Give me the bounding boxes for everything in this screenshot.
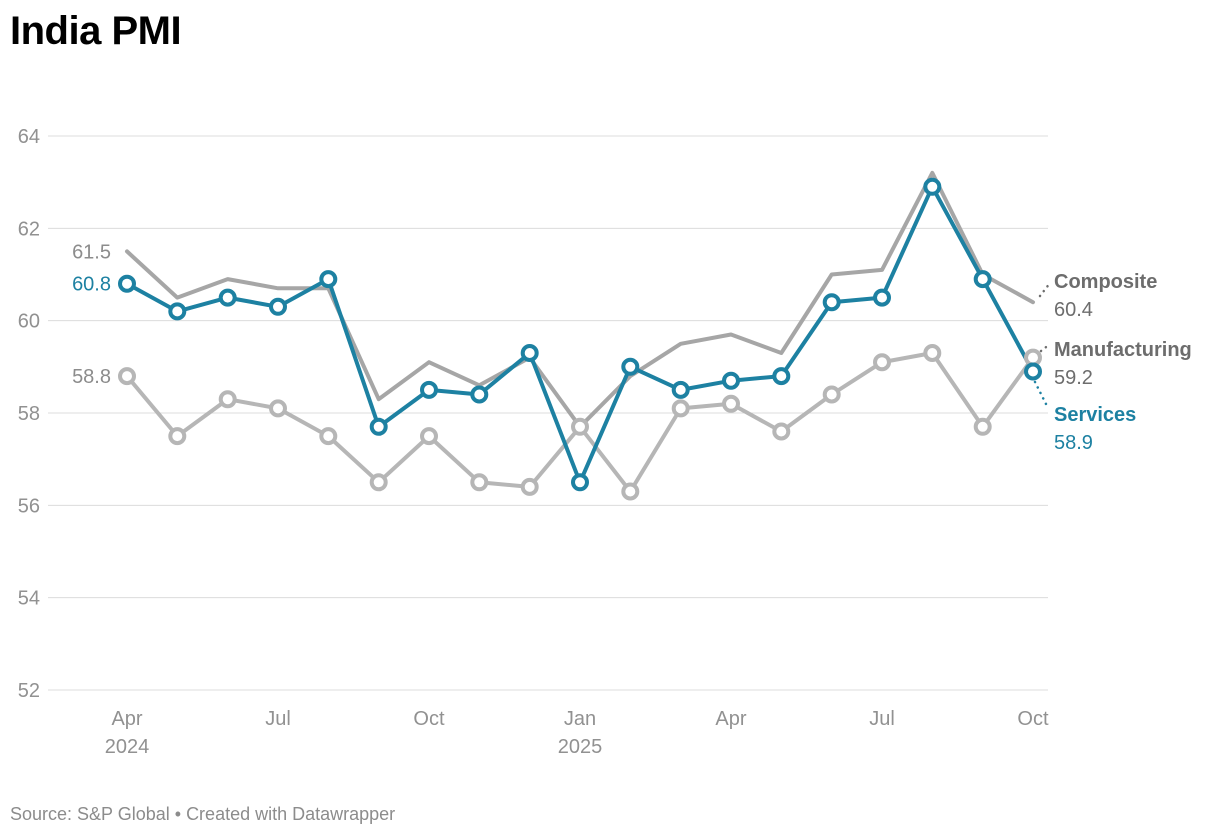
x-axis-tick-label-9: Jan (564, 708, 596, 730)
data-point-manufacturing-8 (520, 477, 539, 496)
data-point-services-0 (118, 274, 136, 293)
x-axis-tick-label-3: Jul (265, 708, 291, 730)
data-point-services-16 (923, 177, 942, 196)
data-point-services-6 (420, 380, 438, 399)
leader-line-manufacturing (1039, 342, 1052, 353)
y-axis-tick-label-64: 64 (18, 126, 40, 148)
data-point-services-15 (873, 288, 891, 307)
data-point-manufacturing-17 (973, 417, 992, 436)
data-point-services-17 (973, 270, 992, 289)
data-point-manufacturing-12 (722, 394, 740, 413)
leader-line-composite (1038, 281, 1052, 298)
data-point-manufacturing-10 (621, 482, 640, 501)
series-line-composite (125, 170, 1035, 429)
source-note: Source: S&P Global • Created with Datawr… (10, 804, 396, 824)
series-label-composite: Composite (1054, 271, 1157, 293)
data-point-services-5 (369, 417, 388, 436)
data-point-services-3 (269, 297, 287, 316)
x-axis-tick-label-18: Oct (1017, 708, 1049, 730)
x-axis-tick-label-12: Apr (715, 708, 746, 730)
end-value-composite: 60.4 (1054, 299, 1093, 321)
x-axis-tick-label-0: Apr (111, 708, 142, 730)
y-axis-tick-label-56: 56 (18, 495, 40, 517)
data-point-manufacturing-0 (118, 367, 136, 386)
data-point-manufacturing-13 (772, 422, 791, 441)
leader-line-services (1033, 380, 1049, 408)
data-point-services-2 (218, 288, 237, 307)
chart-title: India PMI (10, 9, 182, 53)
data-point-manufacturing-1 (168, 427, 187, 446)
data-point-manufacturing-5 (369, 473, 388, 492)
end-value-manufacturing: 59.2 (1054, 367, 1093, 389)
start-label-composite: 61.5 (72, 241, 111, 263)
start-label-manufacturing: 58.8 (72, 366, 111, 388)
data-point-services-14 (822, 293, 841, 312)
data-point-services-1 (168, 302, 187, 321)
data-point-manufacturing-16 (923, 344, 942, 362)
data-point-services-7 (470, 385, 489, 404)
data-point-services-11 (671, 380, 690, 399)
data-point-manufacturing-6 (420, 427, 438, 446)
y-axis-tick-label-60: 60 (18, 311, 40, 333)
data-point-services-4 (319, 270, 338, 289)
series-label-services: Services (1054, 404, 1136, 426)
start-label-services: 60.8 (72, 274, 111, 296)
data-point-services-12 (722, 371, 740, 390)
data-point-manufacturing-11 (671, 399, 690, 418)
x-axis-year-label-9: 2025 (558, 736, 603, 758)
data-point-services-13 (772, 367, 791, 386)
data-point-services-9 (571, 473, 589, 492)
series-label-manufacturing: Manufacturing (1054, 339, 1192, 361)
data-point-services-18 (1024, 362, 1042, 381)
end-value-services: 58.9 (1054, 432, 1093, 454)
data-point-services-10 (621, 357, 640, 376)
data-point-manufacturing-2 (218, 390, 237, 409)
data-point-manufacturing-3 (269, 399, 287, 418)
x-axis-tick-label-15: Jul (869, 708, 895, 730)
data-point-manufacturing-4 (319, 427, 338, 446)
y-axis-tick-label-52: 52 (18, 680, 40, 702)
series-line-services (125, 184, 1035, 485)
data-point-manufacturing-15 (873, 353, 891, 372)
data-point-manufacturing-7 (470, 473, 489, 492)
y-axis-tick-label-62: 62 (18, 218, 40, 240)
data-point-services-8 (520, 344, 539, 362)
y-axis-tick-label-58: 58 (18, 403, 40, 425)
data-point-manufacturing-14 (822, 385, 841, 404)
x-axis-year-label-0: 2024 (105, 736, 150, 758)
y-axis-tick-label-54: 54 (18, 588, 40, 610)
x-axis-tick-label-6: Oct (413, 708, 445, 730)
data-point-manufacturing-9 (571, 417, 589, 436)
